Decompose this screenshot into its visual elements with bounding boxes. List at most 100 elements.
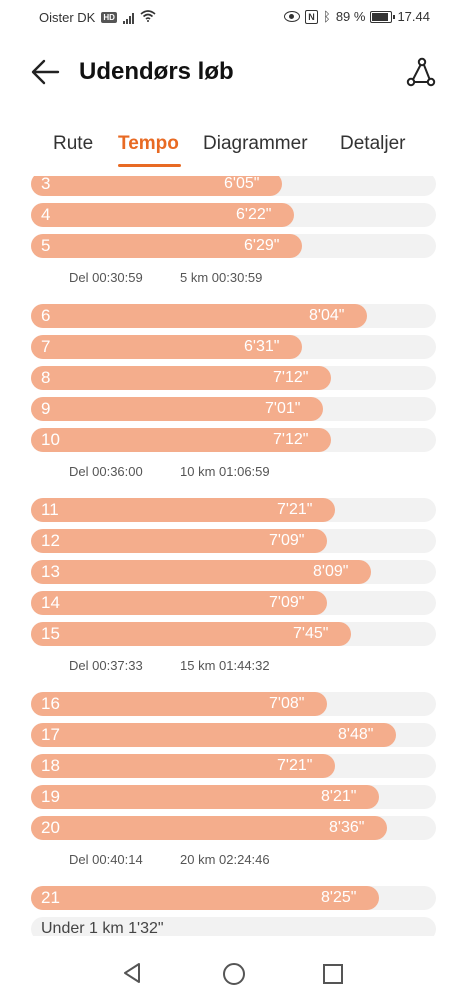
battery-percent: 89 % (335, 9, 366, 24)
app-header: Udendørs løb (0, 48, 467, 100)
lap-pace-label: 8'48" (338, 725, 374, 743)
lap-pace-label: 6'29" (244, 237, 280, 255)
pace-bar: 5 6'29" (31, 234, 302, 259)
lap-pace-label: 7'12" (273, 369, 309, 386)
lap-km-label: 12 (41, 530, 60, 550)
lap-row: 20 8'36" (31, 816, 436, 841)
pace-bar: 10 7'12" (31, 428, 331, 453)
lap-km-label: 6 (41, 305, 51, 325)
pace-bar: 12 7'09" (31, 528, 327, 553)
split-summary: Del 00:37:33 15 km 01:44:32 (69, 657, 270, 673)
pace-bar: 3 6'05" (31, 176, 282, 196)
lap-pace-label: 6'31" (244, 337, 280, 355)
pace-bar: 19 8'21" (31, 785, 379, 810)
pace-bar: 13 8'09" (31, 560, 371, 584)
hd-badge: HD (101, 12, 117, 23)
lap-row: 4 6'22" (31, 203, 436, 228)
split-duration: Del 00:40:14 (69, 851, 143, 867)
lap-km-label: 9 (41, 399, 51, 419)
tab-tempo[interactable]: Tempo (118, 133, 179, 154)
active-tab-indicator (118, 164, 181, 167)
pace-bar: 17 8'48" (31, 722, 396, 747)
nav-back-button[interactable] (122, 962, 144, 984)
lap-km-label: 14 (41, 593, 60, 613)
split-summary: Del 00:36:00 10 km 01:06:59 (69, 463, 270, 479)
arrow-left-icon (31, 59, 60, 85)
pace-bar: 9 7'01" (31, 397, 323, 422)
lap-pace-label: 8'25" (321, 888, 357, 906)
lap-km-label: 8 (41, 368, 51, 387)
lap-pace-label: 8'09" (313, 563, 349, 580)
under-1km-row: Under 1 km 1'32" (31, 916, 436, 936)
lap-row: 8 7'12" (31, 366, 436, 390)
lap-km-label: 5 (41, 236, 51, 256)
nfc-icon: N (305, 9, 318, 24)
split-duration: Del 00:36:00 (69, 463, 143, 479)
status-icons: N ᛒ 89 % 17.44 (284, 9, 430, 24)
lap-pace-label: 7'21" (277, 500, 313, 518)
back-button[interactable] (30, 58, 62, 86)
pace-bar: 18 7'21" (31, 754, 335, 778)
split-summary: Del 00:30:59 5 km 00:30:59 (69, 269, 262, 285)
tab-diagrammer[interactable]: Diagrammer (203, 133, 308, 154)
lap-row: 6 8'04" (31, 303, 436, 328)
lap-km-label: 4 (41, 205, 51, 225)
square-recent-icon[interactable] (323, 964, 343, 984)
lap-row: 16 7'08" (31, 691, 436, 716)
split-duration: Del 00:30:59 (69, 269, 143, 285)
lap-row: 5 6'29" (31, 234, 436, 259)
split-cumulative: 10 km 01:06:59 (180, 463, 270, 479)
pace-bar: 15 7'45" (31, 622, 351, 647)
lap-km-label: 10 (41, 430, 60, 450)
lap-pace-label: 7'21" (277, 757, 313, 774)
lap-km-label: 15 (41, 624, 60, 644)
circle-home-icon[interactable] (223, 963, 245, 985)
lap-pace-label: 7'12" (273, 431, 309, 449)
lap-pace-label: 8'21" (321, 788, 357, 806)
pace-bar: 21 8'25" (31, 885, 379, 910)
tab-bar: Rute Tempo Diagrammer Detaljer (0, 130, 467, 172)
split-duration: Del 00:37:33 (69, 657, 143, 673)
pace-bar: 14 7'09" (31, 591, 327, 616)
tab-rute[interactable]: Rute (53, 133, 94, 154)
lap-row: 13 8'09" (31, 560, 436, 584)
tab-detaljer[interactable]: Detaljer (340, 133, 406, 154)
status-bar: Oister DK HD N ᛒ 89 % 17.44 (0, 0, 467, 36)
wifi-icon (140, 10, 156, 25)
eye-icon (284, 11, 300, 22)
lap-km-label: 3 (41, 176, 51, 193)
lap-km-label: 17 (41, 724, 60, 744)
share-route-icon (406, 57, 436, 87)
lap-row: 14 7'09" (31, 591, 436, 616)
lap-row: 19 8'21" (31, 785, 436, 810)
lap-pace-label: 7'01" (265, 400, 301, 418)
lap-pace-label: 7'45" (293, 625, 329, 643)
battery-icon (370, 10, 396, 23)
carrier-name: Oister DK (39, 10, 96, 25)
lap-pace-label: 6'22" (236, 206, 272, 224)
pace-bar: 20 8'36" (31, 816, 387, 841)
lap-km-label: 13 (41, 562, 60, 581)
bluetooth-icon: ᛒ (323, 9, 331, 24)
split-cumulative: 15 km 01:44:32 (180, 657, 270, 673)
split-cumulative: 5 km 00:30:59 (180, 269, 263, 285)
lap-km-label: 18 (41, 756, 60, 775)
pace-bar: 7 6'31" (31, 334, 302, 359)
lap-row: 17 8'48" (31, 722, 436, 747)
signal-icon (122, 12, 134, 24)
pace-list[interactable]: 3 6'05" 4 6'22" 5 6'29" Del 00:30:59 5 km 00:30… (0, 176, 467, 936)
lap-row: 10 7'12" (31, 428, 436, 453)
lap-km-label: 20 (41, 818, 60, 838)
lap-km-label: 19 (41, 787, 60, 807)
share-route-button[interactable] (405, 56, 437, 88)
lap-km-label: 16 (41, 693, 60, 713)
carrier-info: Oister DK HD (39, 10, 156, 25)
lap-pace-label: 7'08" (269, 694, 305, 712)
split-summary: Del 00:40:14 20 km 02:24:46 (69, 851, 270, 867)
lap-pace-label: 7'09" (269, 594, 305, 612)
lap-row: 15 7'45" (31, 622, 436, 647)
lap-row: 11 7'21" (31, 497, 436, 522)
lap-row: 3 6'05" (31, 176, 436, 196)
lap-km-label: 21 (41, 887, 60, 907)
under-1km-label: Under 1 km 1'32" (41, 919, 164, 936)
